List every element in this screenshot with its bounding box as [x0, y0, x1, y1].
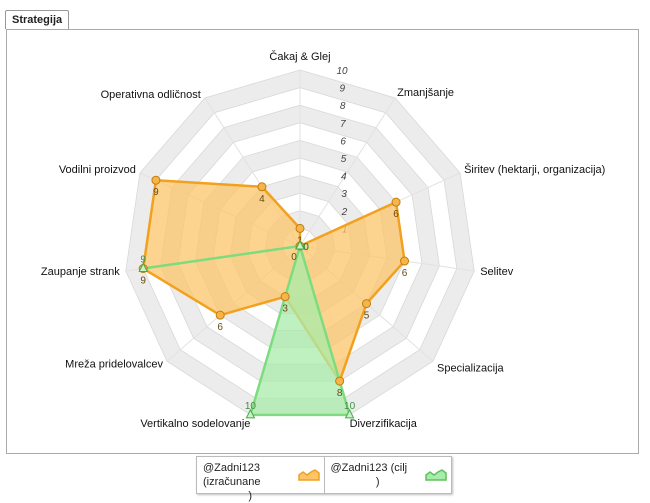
tick-label: 3	[341, 189, 347, 200]
data-point	[215, 310, 225, 320]
data-point	[295, 239, 305, 250]
legend-label-line1: @Zadni123 (cilj	[330, 462, 408, 474]
data-label: 0	[303, 242, 309, 253]
data-label: 9	[140, 255, 146, 266]
data-label: 0	[303, 242, 309, 253]
data-label: 0	[303, 242, 309, 253]
category-label: Čakaj & Glej	[269, 50, 330, 63]
category-label: Vertikalno sodelovanje	[140, 418, 250, 430]
category-label: Mreža pridelovalcev	[65, 358, 163, 370]
data-label: 10	[245, 401, 257, 412]
data-label: 0	[303, 242, 309, 253]
category-label: Vodilni proizvod	[59, 164, 136, 176]
legend-label-line2: )	[375, 476, 380, 488]
data-label: 0	[291, 252, 297, 263]
data-label: 0	[303, 242, 309, 253]
data-label: 0	[303, 242, 309, 253]
data-label: 0	[303, 242, 309, 253]
data-point	[344, 408, 355, 419]
tick-label: 4	[341, 172, 347, 183]
legend-label-line1: @Zadni123 (izračunane	[203, 462, 261, 488]
tick-label: 5	[341, 154, 347, 165]
data-label: 0	[303, 242, 309, 253]
data-point	[391, 197, 401, 207]
tick-label: 10	[336, 66, 348, 77]
data-label: 6	[402, 268, 408, 279]
data-point	[295, 223, 305, 233]
legend-item-izracunane[interactable]: @Zadni123 (izračunane )	[197, 457, 324, 502]
data-label: 6	[393, 209, 399, 220]
category-label: Zaupanje strank	[41, 266, 120, 278]
data-point	[138, 262, 149, 273]
data-point	[335, 376, 345, 386]
data-point	[245, 408, 256, 419]
category-label: Zmanjšanje	[397, 87, 454, 99]
data-point	[280, 292, 290, 302]
category-label: Operativna odličnost	[101, 89, 201, 101]
tick-label: 7	[340, 119, 346, 130]
tick-label: 2	[341, 207, 348, 218]
data-point	[257, 182, 267, 192]
tick-label: 9	[340, 84, 346, 95]
category-label: Specializacija	[437, 362, 505, 374]
data-label: 5	[364, 311, 370, 322]
data-label: 10	[344, 401, 356, 412]
legend-swatch-green	[425, 469, 447, 481]
data-label: 8	[337, 388, 343, 399]
axis-spoke	[299, 97, 396, 247]
tick-label: 6	[340, 136, 346, 147]
category-label: Selitev	[480, 266, 514, 278]
data-point	[400, 256, 410, 266]
legend-swatch-orange	[297, 469, 320, 481]
data-label: 9	[140, 276, 146, 287]
legend-label-line2: )	[248, 490, 253, 502]
data-label: 4	[259, 194, 265, 205]
tick-label: 8	[340, 101, 346, 112]
legend-item-cilj[interactable]: @Zadni123 (cilj )	[323, 457, 452, 493]
legend: @Zadni123 (izračunane ) @Zadni123 (cilj …	[196, 456, 452, 502]
category-label: Širitev (hektarji, organizacija)	[464, 163, 605, 176]
tab-strategija[interactable]: Strategija	[5, 10, 70, 29]
data-label: 9	[153, 187, 159, 198]
data-point	[151, 175, 161, 185]
data-label: 3	[282, 304, 288, 315]
category-label: Diverzifikacija	[350, 418, 418, 430]
series-area	[141, 244, 351, 417]
data-label: 6	[217, 322, 223, 333]
data-point	[362, 299, 372, 309]
